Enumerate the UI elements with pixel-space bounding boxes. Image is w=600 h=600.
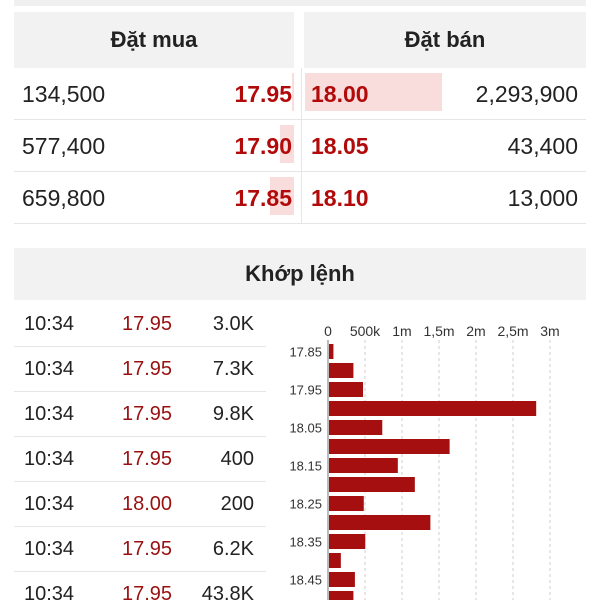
trade-time: 10:34 xyxy=(24,538,75,560)
volume-bar xyxy=(329,496,364,511)
volume-bar xyxy=(329,363,354,378)
trade-volume: 43.8K xyxy=(201,583,254,600)
bid-volume: 659,800 xyxy=(22,185,106,211)
trade-price: 17.95 xyxy=(122,448,173,470)
volume-bar xyxy=(329,572,355,587)
volume-bar xyxy=(329,439,450,454)
volume-bar xyxy=(329,344,334,359)
bid-price: 17.85 xyxy=(234,185,292,211)
price-tick-label: 18.05 xyxy=(289,421,322,436)
trade-time: 10:34 xyxy=(24,448,75,470)
trade-list: 10:34 17.95 3.0K 10:34 17.95 7.3K 10:34 … xyxy=(14,302,266,600)
volume-bar xyxy=(329,591,354,600)
trade-volume: 9.8K xyxy=(212,403,254,425)
orderbook-divider xyxy=(301,68,302,224)
trade-price: 17.95 xyxy=(122,313,173,335)
trade-volume: 400 xyxy=(220,448,254,470)
orderbook-row: 577,400 17.90 18.05 43,400 xyxy=(14,120,586,172)
trade-time: 10:34 xyxy=(24,313,75,335)
bid-price: 17.90 xyxy=(234,133,292,159)
trade-price: 17.95 xyxy=(122,358,173,380)
bid-price-cell[interactable]: 17.95 xyxy=(214,68,294,120)
trade-volume: 3.0K xyxy=(212,313,254,335)
trade-row: 10:34 17.95 7.3K xyxy=(14,347,266,392)
trade-volume: 200 xyxy=(220,493,254,515)
price-tick-label: 17.95 xyxy=(289,383,322,398)
volume-bar xyxy=(329,515,431,530)
matching-header: Khớp lệnh xyxy=(14,248,586,300)
trade-time: 10:34 xyxy=(24,583,75,600)
trade-price: 17.95 xyxy=(122,403,173,425)
ask-volume: 2,293,900 xyxy=(475,81,578,107)
volume-bar xyxy=(329,458,398,473)
ask-depth-bar xyxy=(305,73,443,111)
ask-volume: 43,400 xyxy=(507,133,578,159)
trade-volume: 6.2K xyxy=(212,538,254,560)
ask-price-cell[interactable]: 18.10 xyxy=(305,172,445,224)
price-tick-label: 18.45 xyxy=(289,573,322,588)
bid-volume: 577,400 xyxy=(22,133,106,159)
volume-bar xyxy=(329,382,364,397)
ask-price: 18.10 xyxy=(311,185,369,211)
trade-price: 17.95 xyxy=(122,538,173,560)
ask-price-cell[interactable]: 18.00 xyxy=(305,68,445,120)
ask-price: 18.05 xyxy=(311,133,369,159)
trade-row: 10:34 17.95 400 xyxy=(14,437,266,482)
ask-price: 18.00 xyxy=(311,81,369,107)
x-tick-label: 500k xyxy=(350,323,381,339)
trade-price: 17.95 xyxy=(122,583,173,600)
bid-depth-bar xyxy=(270,177,294,215)
volume-bar xyxy=(329,553,341,568)
sell-orders-header: Đặt bán xyxy=(304,12,586,68)
volume-bar xyxy=(329,420,383,435)
x-tick-label: 0 xyxy=(324,323,332,339)
ask-volume: 13,000 xyxy=(507,185,578,211)
trade-price: 18.00 xyxy=(122,493,173,515)
orderbook-row: 659,800 17.85 18.10 13,000 xyxy=(14,172,586,224)
price-tick-label: 18.25 xyxy=(289,497,322,512)
bid-volume: 134,500 xyxy=(22,81,106,107)
ask-price-cell[interactable]: 18.05 xyxy=(305,120,445,172)
trade-row: 10:34 17.95 43.8K xyxy=(14,572,266,600)
bid-price-cell[interactable]: 17.90 xyxy=(214,120,294,172)
buy-orders-header: Đặt mua xyxy=(14,12,294,68)
price-tick-label: 18.15 xyxy=(289,459,322,474)
x-tick-label: 1,5m xyxy=(423,323,454,339)
volume-bar xyxy=(329,534,366,549)
price-tick-label: 18.35 xyxy=(289,535,322,550)
x-tick-label: 2,5m xyxy=(497,323,528,339)
bid-depth-bar xyxy=(292,73,294,111)
bid-depth-bar xyxy=(279,125,294,163)
trade-row: 10:34 17.95 6.2K xyxy=(14,527,266,572)
trade-row: 10:34 18.00 200 xyxy=(14,482,266,527)
top-header-strip xyxy=(14,0,586,6)
volume-bar xyxy=(329,477,415,492)
bid-price: 17.95 xyxy=(234,81,292,107)
volume-by-price-chart: 0 500k 1m 1,5m 2m 2,5m 3m 17.85 17.95 18.05 18.15 1… xyxy=(289,323,560,600)
trade-row: 10:34 17.95 3.0K xyxy=(14,302,266,347)
trade-time: 10:34 xyxy=(24,493,75,515)
trade-row: 10:34 17.95 9.8K xyxy=(14,392,266,437)
trade-time: 10:34 xyxy=(24,358,75,380)
trade-time: 10:34 xyxy=(24,403,75,425)
x-tick-label: 2m xyxy=(466,323,485,339)
volume-bar xyxy=(329,401,537,416)
price-tick-label: 17.85 xyxy=(289,345,322,360)
bid-price-cell[interactable]: 17.85 xyxy=(214,172,294,224)
x-tick-label: 1m xyxy=(392,323,411,339)
orderbook-row: 134,500 17.95 18.00 2,293,900 xyxy=(14,68,586,120)
trade-volume: 7.3K xyxy=(212,358,254,380)
x-tick-label: 3m xyxy=(540,323,559,339)
